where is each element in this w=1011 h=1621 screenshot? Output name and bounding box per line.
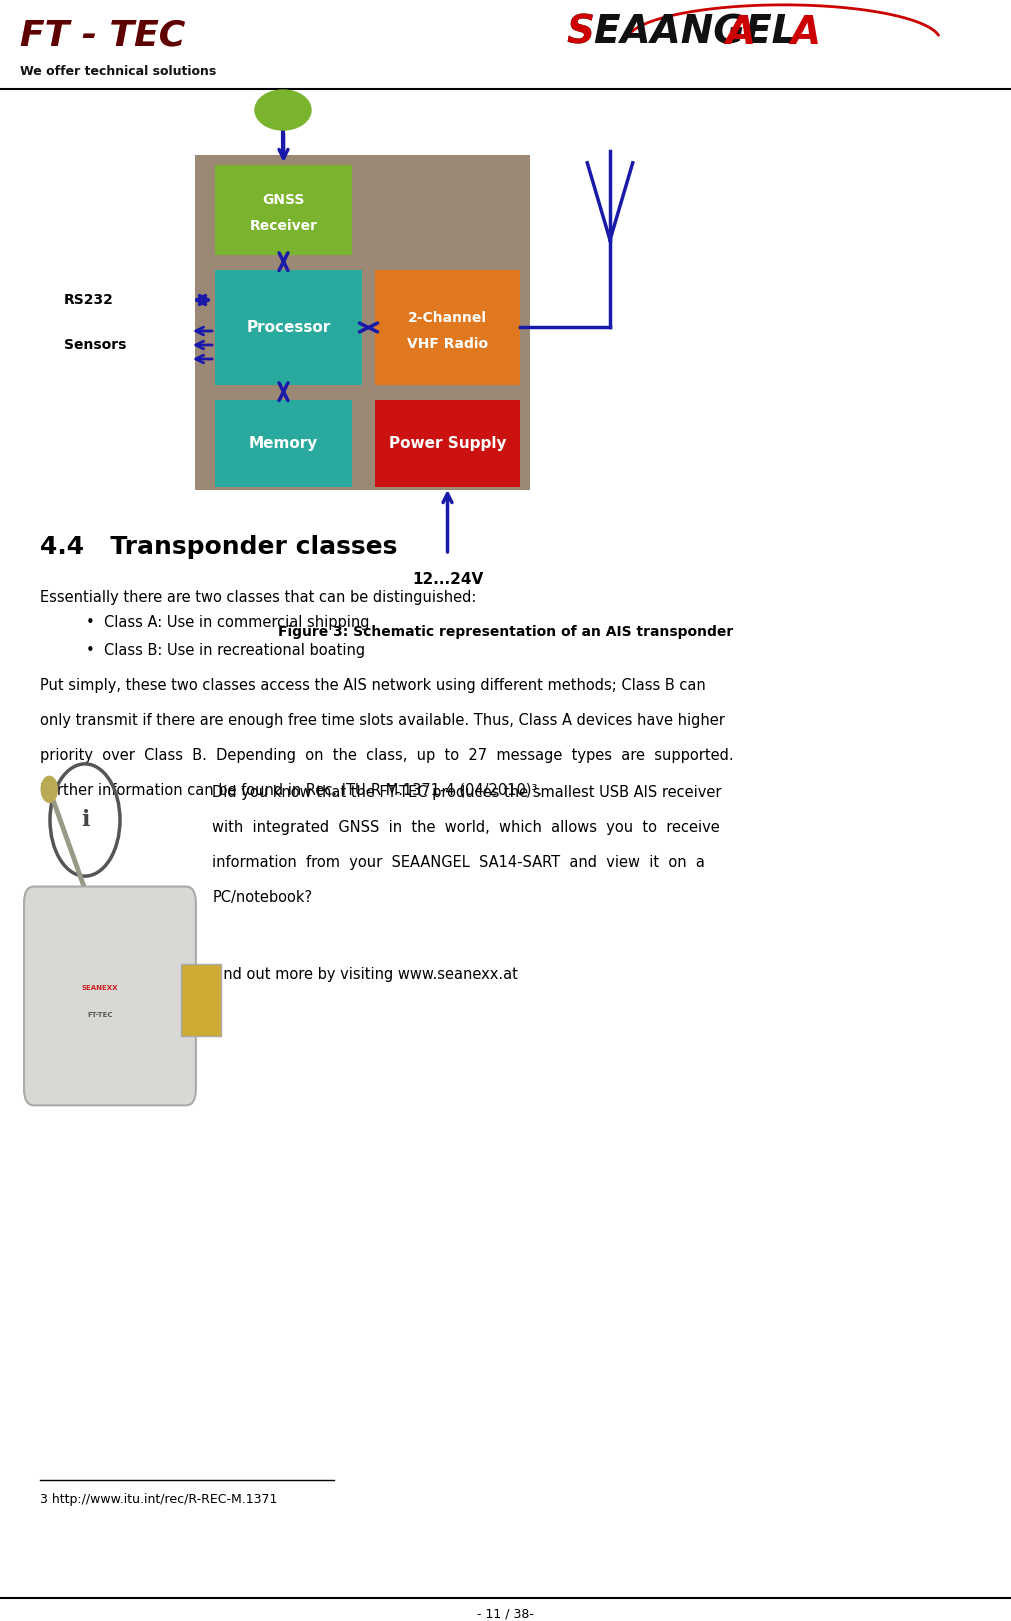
Text: 2-Channel: 2-Channel <box>408 311 487 324</box>
FancyBboxPatch shape <box>375 400 520 486</box>
Circle shape <box>41 776 58 802</box>
Text: SEAANGEL: SEAANGEL <box>566 13 797 52</box>
FancyBboxPatch shape <box>215 400 352 486</box>
Text: SEANEXX: SEANEXX <box>82 986 118 990</box>
Text: Receiver: Receiver <box>250 219 317 233</box>
Text: S: S <box>566 13 594 52</box>
Ellipse shape <box>255 91 311 130</box>
Text: Find out more by visiting www.seanexx.at: Find out more by visiting www.seanexx.at <box>212 968 519 982</box>
Text: FT - TEC: FT - TEC <box>20 18 185 52</box>
FancyBboxPatch shape <box>24 887 196 1106</box>
Text: 4.4   Transponder classes: 4.4 Transponder classes <box>40 535 397 559</box>
Text: priority  over  Class  B.  Depending  on  the  class,  up  to  27  message  type: priority over Class B. Depending on the … <box>40 747 734 763</box>
Text: 12...24V: 12...24V <box>411 572 483 587</box>
Text: 3 http://www.itu.int/rec/R-REC-M.1371: 3 http://www.itu.int/rec/R-REC-M.1371 <box>40 1493 278 1506</box>
FancyBboxPatch shape <box>215 165 352 254</box>
Text: Essentially there are two classes that can be distinguished:: Essentially there are two classes that c… <box>40 590 477 605</box>
Text: Memory: Memory <box>249 436 318 451</box>
Text: - 11 / 38-: - 11 / 38- <box>477 1608 534 1621</box>
Text: with  integrated  GNSS  in  the  world,  which  allows  you  to  receive: with integrated GNSS in the world, which… <box>212 820 720 835</box>
FancyBboxPatch shape <box>215 271 362 386</box>
Text: •  Class A: Use in commercial shipping: • Class A: Use in commercial shipping <box>86 614 369 631</box>
Text: only transmit if there are enough free time slots available. Thus, Class A devic: only transmit if there are enough free t… <box>40 713 725 728</box>
Text: Sensors: Sensors <box>64 339 126 352</box>
Text: •  Class B: Use in recreational boating: • Class B: Use in recreational boating <box>86 644 365 658</box>
FancyBboxPatch shape <box>181 964 221 1036</box>
FancyBboxPatch shape <box>375 271 520 386</box>
Text: Put simply, these two classes access the AIS network using different methods; Cl: Put simply, these two classes access the… <box>40 678 707 694</box>
Text: Processor: Processor <box>247 319 331 336</box>
Text: Further information can be found in Rec. ITU-R M.1371-4 (04/2010)³.: Further information can be found in Rec.… <box>40 783 543 798</box>
FancyBboxPatch shape <box>195 156 530 490</box>
Text: FT-TEC: FT-TEC <box>87 1013 112 1018</box>
Text: Power Supply: Power Supply <box>389 436 507 451</box>
Text: VHF Radio: VHF Radio <box>407 337 488 350</box>
Text: Did you know that the FT-TEC produces the smallest USB AIS receiver: Did you know that the FT-TEC produces th… <box>212 785 722 801</box>
Text: FT - TEC: FT - TEC <box>20 18 185 52</box>
Text: Figure 3: Schematic representation of an AIS transponder: Figure 3: Schematic representation of an… <box>278 624 733 639</box>
Text: PC/notebook?: PC/notebook? <box>212 890 312 905</box>
Text: A: A <box>726 13 756 52</box>
Text: information  from  your  SEAANGEL  SA14-SART  and  view  it  on  a: information from your SEAANGEL SA14-SART… <box>212 854 706 870</box>
Text: We offer technical solutions: We offer technical solutions <box>20 65 216 78</box>
Text: A: A <box>791 13 821 52</box>
Text: GNSS: GNSS <box>262 193 304 207</box>
Text: RS232: RS232 <box>64 293 113 306</box>
Text: i: i <box>81 809 89 832</box>
